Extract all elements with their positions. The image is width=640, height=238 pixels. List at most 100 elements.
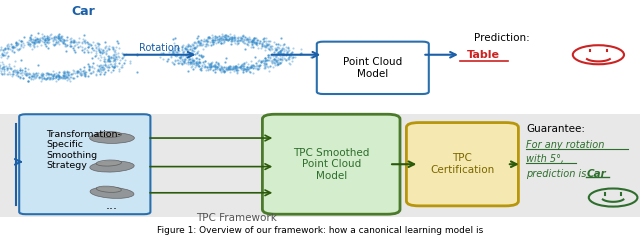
Point	[252, 63, 262, 67]
Point	[225, 67, 236, 71]
Ellipse shape	[90, 133, 134, 143]
Point	[232, 65, 242, 69]
Point	[29, 40, 39, 44]
Point	[255, 60, 266, 64]
Point	[188, 48, 198, 52]
Point	[236, 63, 246, 67]
Point	[93, 67, 104, 71]
Point	[53, 35, 63, 39]
Point	[75, 44, 85, 48]
Point	[224, 67, 234, 71]
Point	[275, 60, 285, 64]
Point	[226, 67, 236, 71]
Point	[115, 46, 125, 50]
Point	[276, 48, 287, 52]
Point	[8, 50, 19, 54]
Point	[275, 49, 285, 53]
Point	[193, 63, 204, 67]
Point	[188, 64, 198, 68]
Point	[12, 42, 22, 46]
Point	[4, 45, 15, 48]
Point	[251, 41, 261, 45]
Point	[26, 74, 36, 78]
Point	[262, 42, 273, 46]
Point	[28, 72, 38, 75]
Point	[256, 46, 266, 50]
Point	[87, 46, 97, 50]
Point	[209, 64, 220, 68]
Point	[243, 39, 253, 42]
Point	[47, 39, 58, 43]
Point	[104, 56, 115, 60]
Point	[221, 37, 232, 41]
Point	[273, 51, 284, 55]
Point	[277, 55, 287, 59]
Point	[170, 41, 180, 45]
Point	[267, 47, 277, 51]
Point	[31, 74, 42, 78]
Point	[9, 45, 19, 49]
Point	[33, 71, 44, 75]
Point	[98, 65, 108, 69]
Point	[243, 63, 253, 66]
Point	[60, 74, 70, 78]
Point	[253, 60, 264, 63]
Point	[86, 56, 97, 60]
Point	[187, 58, 197, 62]
Point	[58, 74, 68, 78]
Point	[225, 67, 235, 71]
Point	[101, 45, 111, 48]
Point	[233, 38, 243, 42]
Point	[12, 72, 22, 76]
Point	[191, 45, 202, 49]
Point	[58, 74, 68, 77]
Point	[54, 42, 64, 46]
Point	[201, 42, 211, 46]
Point	[171, 54, 181, 58]
Point	[83, 41, 93, 45]
Point	[37, 39, 47, 43]
Point	[56, 35, 66, 39]
Point	[306, 55, 316, 59]
Point	[99, 72, 109, 76]
Point	[278, 52, 288, 56]
Point	[268, 54, 278, 58]
Point	[15, 68, 26, 72]
Point	[259, 61, 269, 65]
Point	[56, 39, 67, 43]
Point	[214, 66, 224, 70]
Point	[206, 63, 216, 67]
Point	[92, 47, 102, 51]
Point	[283, 49, 293, 53]
Point	[254, 66, 264, 69]
Point	[268, 65, 278, 69]
Point	[238, 34, 248, 38]
Point	[283, 45, 293, 49]
Point	[179, 57, 189, 61]
Point	[227, 36, 237, 40]
Point	[84, 42, 94, 46]
Point	[184, 57, 195, 60]
Point	[109, 54, 120, 58]
Point	[0, 73, 9, 76]
Point	[236, 39, 246, 42]
Point	[8, 44, 19, 48]
Point	[273, 51, 284, 55]
Point	[0, 64, 4, 68]
Point	[44, 78, 54, 81]
Point	[273, 62, 283, 65]
Point	[79, 47, 89, 51]
Point	[251, 42, 261, 45]
Point	[216, 41, 227, 45]
Point	[56, 36, 67, 40]
Point	[1, 67, 12, 71]
Point	[247, 39, 257, 43]
FancyBboxPatch shape	[317, 42, 429, 94]
Point	[198, 54, 208, 58]
Point	[55, 38, 65, 42]
Point	[91, 51, 101, 55]
Point	[79, 50, 89, 54]
Point	[55, 36, 65, 40]
Point	[239, 38, 249, 42]
Point	[205, 65, 215, 69]
